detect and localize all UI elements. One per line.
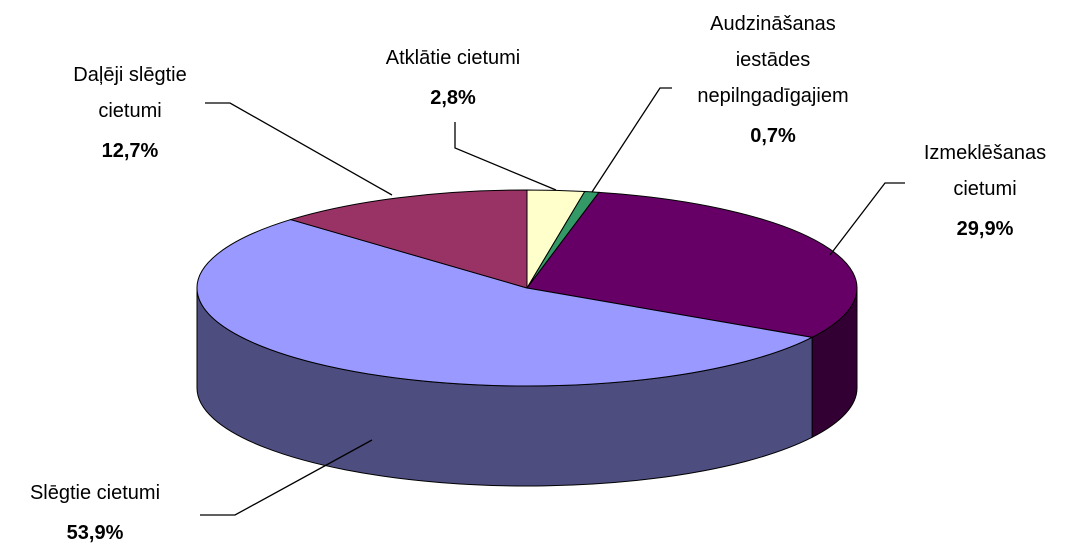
slice-label: Atklātie cietumi 2,8% — [386, 40, 521, 116]
value-label: 12,7% — [101, 140, 159, 162]
category-label: Daļēji slēgtie cietumi — [73, 64, 187, 122]
slice — [526, 191, 858, 338]
leader-line — [454, 122, 557, 191]
slice-label: Audzināšanas iestādes nepilngadīgajiem 0,… — [697, 6, 848, 154]
category-label: Izmeklēšanas cietumi — [923, 142, 1047, 200]
leader-line — [205, 102, 393, 196]
value-label: 29,9% — [956, 218, 1014, 240]
leader-line — [200, 439, 373, 516]
leader-line — [591, 87, 672, 193]
value-label: 53,9% — [66, 522, 124, 544]
category-label: Audzināšanas iestādes nepilngadīgajiem — [697, 13, 849, 107]
slice-label: Izmeklēšanas cietumi 29,9% — [924, 135, 1046, 247]
slice — [196, 219, 814, 387]
leader-line — [829, 182, 905, 256]
category-label: Slēgtie cietumi — [29, 482, 161, 504]
category-label: Atklātie cietumi — [385, 47, 521, 69]
slice-label: Daļēji slēgtie cietumi 12,7% — [73, 57, 186, 169]
slice-label: Slēgtie cietumi 53,9% — [30, 475, 160, 551]
value-label: 0,7% — [750, 125, 796, 147]
slice — [288, 189, 528, 289]
value-label: 2,8% — [430, 87, 476, 109]
pie — [196, 189, 858, 487]
